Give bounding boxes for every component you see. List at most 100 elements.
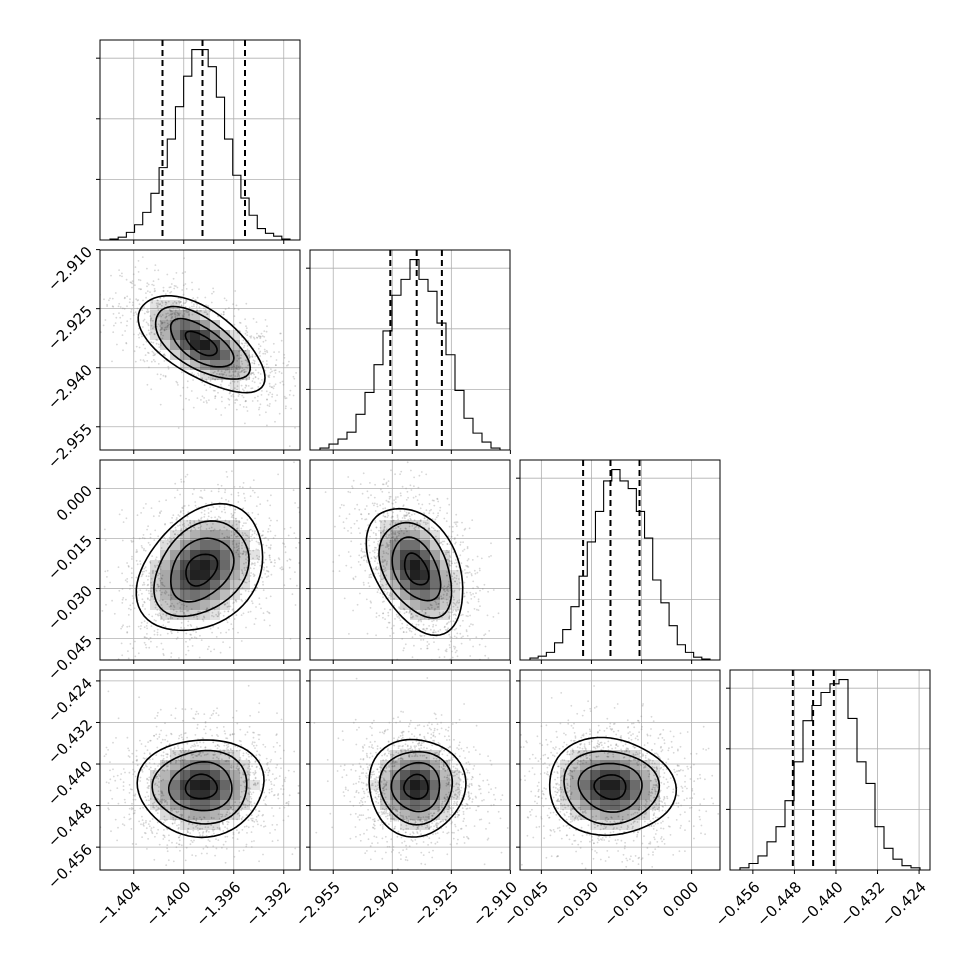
scatter-point xyxy=(261,390,263,392)
scatter-point xyxy=(248,354,251,357)
scatter-point xyxy=(373,719,375,722)
density-cell xyxy=(200,750,210,760)
scatter-point xyxy=(244,342,247,345)
scatter-point xyxy=(250,805,253,807)
scatter-point xyxy=(157,278,160,281)
scatter-point xyxy=(228,392,231,395)
scatter-point xyxy=(189,519,191,522)
scatter-point xyxy=(190,528,193,531)
scatter-point xyxy=(197,744,199,747)
scatter-point xyxy=(162,624,165,627)
scatter-point xyxy=(187,649,190,652)
scatter-point xyxy=(373,551,376,554)
scatter-point xyxy=(201,497,204,500)
scatter-point xyxy=(250,535,253,538)
scatter-point xyxy=(193,616,195,618)
scatter-point xyxy=(438,837,441,839)
scatter-point xyxy=(245,377,248,380)
scatter-point xyxy=(216,726,219,729)
scatter-point xyxy=(453,573,456,575)
scatter-point xyxy=(230,395,233,397)
scatter-point xyxy=(242,552,245,555)
scatter-point xyxy=(182,507,184,510)
density-cell xyxy=(240,530,250,540)
scatter-point xyxy=(267,570,269,573)
scatter-point xyxy=(166,801,169,804)
scatter-point xyxy=(237,365,240,368)
density-cell xyxy=(420,540,430,550)
scatter-point xyxy=(452,807,454,809)
scatter-point xyxy=(380,776,383,779)
scatter-point xyxy=(391,502,394,505)
scatter-point xyxy=(338,570,341,572)
scatter-point xyxy=(224,511,227,514)
scatter-point xyxy=(367,524,370,527)
scatter-point xyxy=(249,795,252,798)
scatter-point xyxy=(244,386,247,389)
scatter-point xyxy=(389,820,392,823)
scatter-point xyxy=(157,614,160,617)
scatter-point xyxy=(231,540,234,543)
scatter-point xyxy=(221,373,224,376)
scatter-point xyxy=(212,757,215,759)
scatter-point xyxy=(469,614,471,617)
scatter-point xyxy=(249,714,252,717)
scatter-point xyxy=(115,316,118,319)
scatter-point xyxy=(455,722,458,724)
scatter-point xyxy=(204,725,207,728)
scatter-point xyxy=(163,328,166,331)
panel-frame-0-2 xyxy=(99,459,301,661)
scatter-point xyxy=(225,760,228,763)
scatter-point xyxy=(477,784,480,787)
scatter-point xyxy=(298,541,300,544)
scatter-point xyxy=(176,824,178,827)
scatter-point xyxy=(168,286,171,289)
scatter-point xyxy=(476,571,479,574)
scatter-point xyxy=(211,828,214,831)
scatter-point xyxy=(426,647,429,650)
scatter-point xyxy=(121,509,123,511)
scatter-point xyxy=(422,854,425,856)
scatter-point xyxy=(160,323,163,325)
scatter-point xyxy=(382,596,384,599)
scatter-point xyxy=(247,684,250,687)
scatter-point xyxy=(291,593,294,596)
scatter-point xyxy=(414,526,417,529)
scatter-point xyxy=(176,811,178,814)
scatter-point xyxy=(182,315,185,318)
scatter-point xyxy=(214,378,217,381)
density-cell xyxy=(220,570,230,580)
scatter-point xyxy=(164,316,167,319)
density-cell xyxy=(200,520,210,530)
scatter-point xyxy=(283,353,286,356)
scatter-point xyxy=(483,863,486,866)
scatter-point xyxy=(304,402,306,404)
scatter-point xyxy=(151,283,154,286)
scatter-point xyxy=(201,395,204,398)
scatter-point xyxy=(257,541,260,544)
scatter-point xyxy=(161,662,163,664)
scatter-point xyxy=(226,746,229,749)
scatter-point xyxy=(149,820,152,823)
scatter-point xyxy=(158,799,161,802)
scatter-point xyxy=(410,469,412,472)
scatter-point xyxy=(123,824,126,827)
scatter-point xyxy=(259,767,261,770)
scatter-point xyxy=(247,778,249,780)
scatter-point xyxy=(270,788,273,790)
scatter-point xyxy=(259,382,262,385)
scatter-point xyxy=(383,525,386,528)
scatter-point xyxy=(175,761,177,764)
scatter-point xyxy=(255,744,258,747)
scatter-point xyxy=(466,601,469,603)
scatter-point xyxy=(221,380,223,383)
scatter-point xyxy=(411,748,414,751)
scatter-point xyxy=(403,514,405,517)
scatter-point xyxy=(366,754,368,757)
scatter-point xyxy=(243,497,246,499)
scatter-point xyxy=(237,491,240,494)
scatter-point xyxy=(364,569,367,572)
scatter-point xyxy=(182,302,185,304)
scatter-point xyxy=(223,604,226,606)
density-cell xyxy=(180,350,190,360)
